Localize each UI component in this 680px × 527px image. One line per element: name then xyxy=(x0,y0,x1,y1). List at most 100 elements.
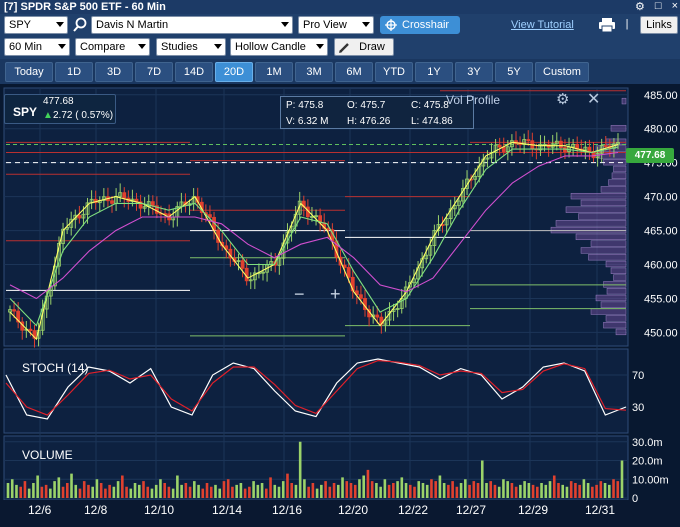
candle-body xyxy=(81,213,86,219)
volume-bar xyxy=(358,479,361,498)
volume-bar xyxy=(336,484,340,498)
draw-label: Draw xyxy=(359,41,385,53)
volume-bar xyxy=(455,486,459,498)
candle-body xyxy=(493,144,498,154)
volume-profile-bar xyxy=(578,213,627,220)
candle-body xyxy=(505,146,510,152)
candle-body xyxy=(199,201,204,214)
volume-bar xyxy=(480,460,484,498)
ma-slow-line xyxy=(9,151,619,300)
range-tab-today[interactable]: Today xyxy=(5,62,53,82)
window-controls: ⚙ □ × xyxy=(635,0,678,13)
volume-tick-label: 0 xyxy=(632,493,638,505)
chevron-down-icon xyxy=(362,22,370,27)
y-tick-label: 480.00 xyxy=(644,124,678,136)
price-chart[interactable]: 12/6 12/8 12/10 12/14 12/16 12/20 12/22 12/27 12… xyxy=(0,84,680,527)
volume-bar xyxy=(607,484,611,498)
draw-button[interactable]: Draw xyxy=(334,38,394,56)
volume-bar xyxy=(74,484,78,498)
interval-value: 60 Min xyxy=(9,41,43,53)
volume-bar xyxy=(99,483,103,498)
volume-bar xyxy=(159,479,162,498)
quote-price: 477.68 xyxy=(43,96,74,107)
zoom-out-icon[interactable]: − xyxy=(294,284,305,304)
compare-select[interactable]: Compare xyxy=(75,38,150,56)
volume-bar xyxy=(222,481,226,498)
volume-profile-bar xyxy=(565,206,627,213)
zoom-in-icon[interactable]: + xyxy=(330,284,341,304)
volume-bar xyxy=(197,484,200,498)
stoch-k-line xyxy=(5,358,627,420)
range-tab-1y[interactable]: 1Y xyxy=(415,62,453,82)
volume-bar xyxy=(341,477,344,498)
crosshair-icon xyxy=(385,19,397,31)
volume-bar xyxy=(574,483,577,498)
volume-bar xyxy=(464,479,467,498)
volume-bar xyxy=(154,484,158,498)
range-tab-14d[interactable]: 14D xyxy=(175,62,213,82)
x-tick-label: 12/16 xyxy=(272,503,302,517)
candle-body xyxy=(154,205,159,214)
x-tick-label: 12/31 xyxy=(585,503,615,517)
volume-bar xyxy=(307,486,310,498)
chart-style-value: Hollow Candle xyxy=(235,41,306,53)
volume-bar xyxy=(603,483,607,498)
range-tab-ytd[interactable]: YTD xyxy=(375,62,413,82)
volume-bar xyxy=(442,483,446,498)
close-icon[interactable]: × xyxy=(671,0,678,12)
range-tab-3m[interactable]: 3M xyxy=(295,62,333,82)
studies-select[interactable]: Studies xyxy=(156,38,226,56)
view-select[interactable]: Pro View xyxy=(298,16,374,34)
range-tab-20d[interactable]: 20D xyxy=(215,62,253,82)
volume-bar xyxy=(451,481,454,498)
close-icon[interactable]: ✕ xyxy=(587,91,601,108)
volume-bar xyxy=(497,486,501,498)
volume-tick-label: 20.0m xyxy=(632,456,663,468)
settings-icon[interactable]: ⚙ xyxy=(635,1,645,13)
x-tick-label: 12/20 xyxy=(338,503,368,517)
maximize-icon[interactable]: □ xyxy=(654,0,662,12)
range-tab-1m[interactable]: 1M xyxy=(255,62,293,82)
candle-body xyxy=(346,267,351,278)
range-tab-7d[interactable]: 7D xyxy=(135,62,173,82)
volume-bar xyxy=(370,481,374,498)
range-tab-custom[interactable]: Custom xyxy=(535,62,589,82)
links-button[interactable]: Links xyxy=(640,16,678,34)
crosshair-button[interactable]: Crosshair xyxy=(380,16,460,34)
volume-tick-label: 30.0m xyxy=(632,437,663,449)
stoch-title: STOCH (14) xyxy=(22,361,88,375)
symbol-select[interactable]: SPY xyxy=(4,16,68,34)
range-tab-3y[interactable]: 3Y xyxy=(455,62,493,82)
volume-bar xyxy=(53,481,56,498)
range-tab-5y[interactable]: 5Y xyxy=(495,62,533,82)
candle-body xyxy=(297,200,302,215)
x-tick-label: 12/29 xyxy=(518,503,548,517)
interval-select[interactable]: 60 Min xyxy=(4,38,70,56)
range-tab-3d[interactable]: 3D xyxy=(95,62,133,82)
candle-body xyxy=(395,308,400,310)
account-select[interactable]: Davis N Martin xyxy=(91,16,293,34)
volume-bar xyxy=(595,484,598,498)
view-tutorial-link[interactable]: View Tutorial xyxy=(511,19,574,31)
print-icon[interactable] xyxy=(598,18,616,32)
candle-body xyxy=(73,214,78,220)
chart-style-select[interactable]: Hollow Candle xyxy=(230,38,328,56)
gear-icon[interactable]: ⚙ xyxy=(556,91,570,108)
range-tab-6m[interactable]: 6M xyxy=(335,62,373,82)
candle-body xyxy=(354,290,359,296)
range-tab-1d[interactable]: 1D xyxy=(55,62,93,82)
chevron-down-icon xyxy=(281,22,289,27)
candle-body xyxy=(118,192,123,197)
volume-profile-bar xyxy=(613,274,627,281)
volume-profile-bar xyxy=(595,294,627,302)
volume-bar xyxy=(493,484,497,498)
candle-body xyxy=(583,146,588,151)
search-icon[interactable] xyxy=(72,17,88,33)
candle-body xyxy=(571,143,576,148)
volume-bar xyxy=(70,473,73,498)
last-price-tag: 477.68 xyxy=(626,148,674,163)
volume-bar xyxy=(421,483,425,498)
stoch-panel xyxy=(3,348,629,434)
candle-body xyxy=(236,260,241,263)
volume-bar xyxy=(201,488,205,498)
